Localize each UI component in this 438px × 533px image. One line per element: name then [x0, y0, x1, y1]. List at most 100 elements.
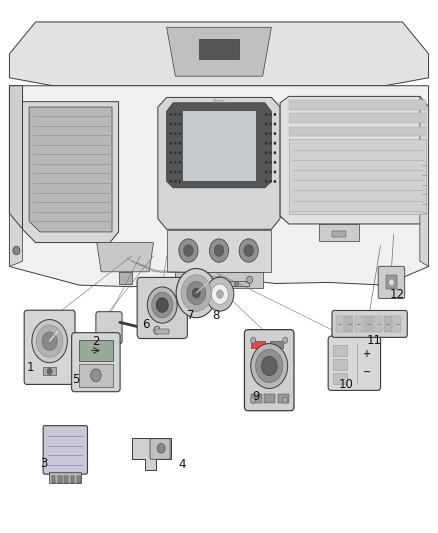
Circle shape	[170, 113, 172, 116]
Circle shape	[174, 180, 177, 183]
Circle shape	[265, 180, 268, 183]
Circle shape	[265, 151, 268, 155]
Text: 3: 3	[40, 457, 47, 470]
Circle shape	[170, 123, 172, 126]
Circle shape	[269, 142, 272, 145]
Bar	[289, 114, 426, 123]
Text: 5: 5	[72, 373, 79, 386]
Circle shape	[265, 170, 268, 173]
Bar	[336, 316, 344, 332]
Bar	[355, 316, 363, 332]
Circle shape	[174, 113, 177, 116]
Text: 10: 10	[338, 378, 353, 391]
Circle shape	[178, 161, 181, 164]
Circle shape	[152, 292, 173, 318]
Circle shape	[178, 170, 181, 173]
Polygon shape	[166, 103, 272, 188]
Circle shape	[178, 151, 181, 155]
Polygon shape	[188, 281, 250, 287]
Bar	[374, 316, 382, 332]
Polygon shape	[132, 438, 171, 470]
Bar	[71, 477, 74, 482]
Circle shape	[178, 113, 181, 116]
Text: 8: 8	[212, 309, 219, 322]
Circle shape	[265, 113, 268, 116]
Circle shape	[274, 151, 276, 155]
Polygon shape	[166, 230, 272, 272]
Circle shape	[178, 142, 181, 145]
FancyBboxPatch shape	[43, 426, 88, 474]
Bar	[64, 477, 68, 482]
Circle shape	[187, 281, 206, 305]
Circle shape	[265, 132, 268, 135]
Bar	[278, 394, 289, 403]
Circle shape	[32, 320, 67, 363]
Circle shape	[239, 239, 258, 262]
Circle shape	[170, 151, 172, 155]
Text: 2: 2	[92, 335, 99, 349]
Polygon shape	[10, 22, 428, 86]
Bar	[251, 341, 265, 349]
Circle shape	[178, 132, 181, 135]
Polygon shape	[29, 107, 112, 232]
Circle shape	[174, 161, 177, 164]
Circle shape	[269, 180, 272, 183]
Circle shape	[174, 170, 177, 173]
Circle shape	[256, 350, 283, 383]
FancyBboxPatch shape	[24, 310, 75, 384]
Circle shape	[181, 275, 211, 311]
Bar	[289, 100, 426, 110]
Circle shape	[234, 281, 239, 287]
Circle shape	[216, 276, 222, 284]
FancyBboxPatch shape	[378, 266, 405, 298]
Circle shape	[42, 332, 57, 350]
Circle shape	[251, 344, 288, 389]
Circle shape	[184, 245, 193, 256]
Bar	[270, 341, 283, 349]
Text: 7: 7	[187, 309, 194, 322]
Circle shape	[283, 337, 288, 343]
Bar	[251, 394, 261, 403]
Circle shape	[274, 113, 276, 116]
Polygon shape	[289, 139, 426, 214]
Polygon shape	[420, 96, 428, 266]
Circle shape	[269, 170, 272, 173]
Circle shape	[170, 170, 172, 173]
Bar	[364, 316, 373, 332]
Circle shape	[251, 397, 256, 403]
FancyBboxPatch shape	[328, 336, 381, 390]
Circle shape	[389, 279, 394, 286]
Circle shape	[179, 239, 198, 262]
Circle shape	[269, 151, 272, 155]
Text: 1: 1	[27, 361, 34, 374]
Bar	[155, 329, 170, 334]
Bar	[384, 316, 392, 332]
Circle shape	[269, 113, 272, 116]
Circle shape	[269, 161, 272, 164]
Text: Ram: Ram	[213, 99, 225, 104]
Circle shape	[176, 269, 216, 318]
Bar	[289, 127, 426, 136]
Text: 6: 6	[142, 319, 149, 332]
Circle shape	[251, 337, 256, 343]
Circle shape	[283, 397, 288, 403]
Bar	[386, 276, 397, 289]
Bar	[333, 359, 347, 370]
Circle shape	[247, 276, 253, 284]
FancyBboxPatch shape	[244, 329, 294, 411]
Bar	[265, 394, 275, 403]
Bar	[79, 340, 113, 361]
Circle shape	[216, 290, 223, 298]
Bar	[52, 477, 55, 482]
Bar	[79, 364, 113, 387]
Circle shape	[206, 277, 234, 311]
Circle shape	[170, 142, 172, 145]
Circle shape	[274, 170, 276, 173]
Circle shape	[178, 180, 181, 183]
Bar	[58, 477, 62, 482]
Polygon shape	[119, 272, 132, 284]
Circle shape	[269, 132, 272, 135]
Bar	[332, 231, 346, 237]
Circle shape	[174, 123, 177, 126]
Circle shape	[13, 246, 20, 255]
